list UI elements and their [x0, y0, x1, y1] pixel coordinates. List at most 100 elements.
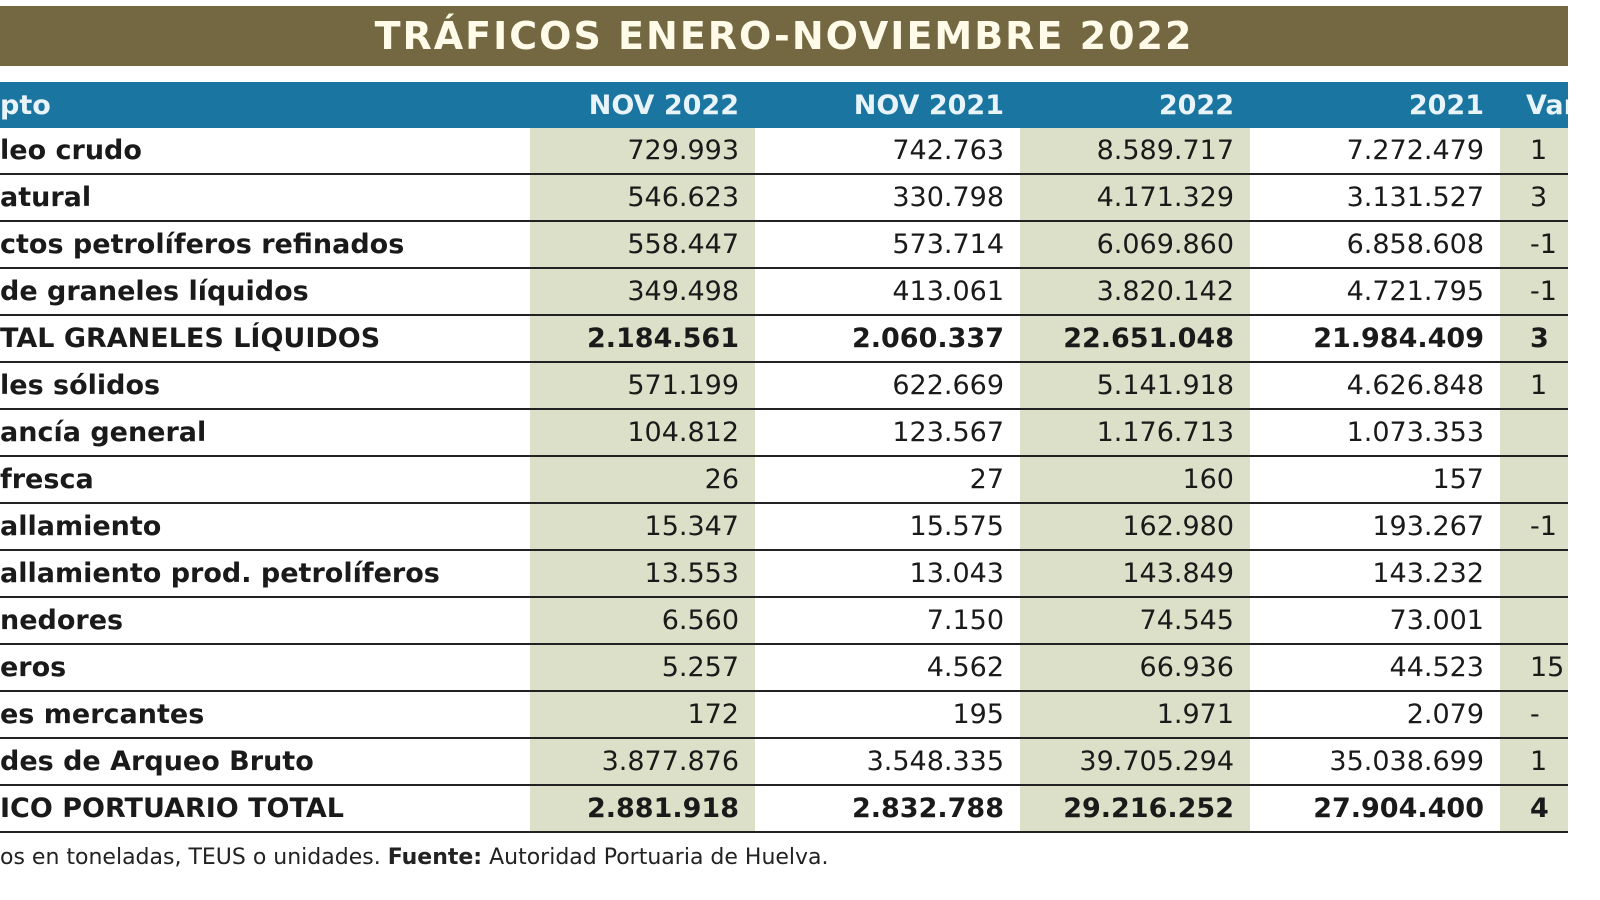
- cell-nov-2022: 2.881.918: [530, 785, 755, 833]
- table-row: de graneles líquidos 349.498 413.061 3.820.…: [0, 268, 1568, 316]
- cell-nov-2021: 13.043: [755, 550, 1020, 598]
- cell-year-2021: 143.232: [1250, 550, 1500, 598]
- table-row: es mercantes 172 195 1.971 2.079-: [0, 691, 1568, 739]
- cell-year-2022: 66.936: [1020, 644, 1250, 692]
- table-row: nedores 6.560 7.150 74.545 73.001: [0, 597, 1568, 645]
- cell-nov-2021: 195: [755, 691, 1020, 739]
- cell-year-2022: 39.705.294: [1020, 738, 1250, 786]
- cell-variation: 1: [1500, 128, 1568, 175]
- column-header-variation: Var: [1500, 82, 1568, 128]
- cell-nov-2021: 2.832.788: [755, 785, 1020, 833]
- cell-year-2021: 193.267: [1250, 503, 1500, 551]
- cell-nov-2022: 5.257: [530, 644, 755, 692]
- cell-variation: [1500, 409, 1568, 457]
- cell-year-2021: 7.272.479: [1250, 128, 1500, 175]
- row-label: allamiento: [0, 503, 530, 551]
- row-label: nedores: [0, 597, 530, 645]
- cell-year-2022: 5.141.918: [1020, 362, 1250, 410]
- cell-variation: -1: [1500, 221, 1568, 269]
- row-label: ctos petrolíferos refinados: [0, 221, 530, 269]
- cell-year-2021: 157: [1250, 456, 1500, 504]
- cell-nov-2021: 2.060.337: [755, 315, 1020, 363]
- column-header-nov-2021: NOV 2021: [755, 82, 1020, 128]
- source-name: Autoridad Portuaria de Huelva.: [482, 845, 829, 870]
- cell-nov-2022: 6.560: [530, 597, 755, 645]
- table-row: allamiento 15.347 15.575 162.980 193.267 -1: [0, 503, 1568, 551]
- cell-year-2021: 6.858.608: [1250, 221, 1500, 269]
- cell-nov-2022: 571.199: [530, 362, 755, 410]
- cell-year-2022: 6.069.860: [1020, 221, 1250, 269]
- row-label: atural: [0, 174, 530, 222]
- table-title: TRÁFICOS ENERO-NOVIEMBRE 2022: [0, 6, 1568, 66]
- cell-nov-2021: 742.763: [755, 128, 1020, 175]
- source-label: Fuente:: [387, 845, 483, 870]
- cell-year-2021: 1.073.353: [1250, 409, 1500, 457]
- row-label: TAL GRANELES LÍQUIDOS: [0, 315, 530, 363]
- column-header-concepto: pto: [0, 82, 530, 128]
- table-row: eros 5.257 4.562 66.936 44.523 15: [0, 644, 1568, 692]
- row-label: de graneles líquidos: [0, 268, 530, 316]
- cell-nov-2022: 729.993: [530, 128, 755, 175]
- cell-variation: 3: [1500, 174, 1568, 222]
- cell-nov-2021: 573.714: [755, 221, 1020, 269]
- table-row: TAL GRANELES LÍQUIDOS 2.184.561 2.060.337 2…: [0, 315, 1568, 363]
- cell-year-2021: 73.001: [1250, 597, 1500, 645]
- cell-nov-2022: 172: [530, 691, 755, 739]
- cell-year-2022: 162.980: [1020, 503, 1250, 551]
- cell-variation: [1500, 597, 1568, 645]
- row-label: eros: [0, 644, 530, 692]
- cell-year-2022: 160: [1020, 456, 1250, 504]
- table-row: des de Arqueo Bruto 3.877.876 3.548.335 39.…: [0, 738, 1568, 786]
- table-row: les sólidos 571.199 622.669 5.141.918 4.626.…: [0, 362, 1568, 410]
- cell-variation: [1500, 550, 1568, 598]
- table-row: fresca 26 27 160 157: [0, 456, 1568, 504]
- cell-year-2022: 22.651.048: [1020, 315, 1250, 363]
- cell-variation: -1: [1500, 503, 1568, 551]
- cell-nov-2021: 3.548.335: [755, 738, 1020, 786]
- cell-variation: [1500, 456, 1568, 504]
- units-note: os en toneladas, TEUS o unidades.: [0, 845, 388, 870]
- cell-year-2021: 4.721.795: [1250, 268, 1500, 316]
- row-label: leo crudo: [0, 128, 530, 175]
- cell-nov-2021: 27: [755, 456, 1020, 504]
- cell-nov-2022: 3.877.876: [530, 738, 755, 786]
- cell-nov-2021: 413.061: [755, 268, 1020, 316]
- cell-nov-2022: 349.498: [530, 268, 755, 316]
- table-row: ancía general 104.812 123.567 1.176.713 1.07…: [0, 409, 1568, 457]
- cell-year-2022: 74.545: [1020, 597, 1250, 645]
- table-row: ICO PORTUARIO TOTAL 2.881.918 2.832.788 29.…: [0, 785, 1568, 833]
- cell-nov-2022: 2.184.561: [530, 315, 755, 363]
- cell-year-2022: 29.216.252: [1020, 785, 1250, 833]
- cell-year-2021: 2.079: [1250, 691, 1500, 739]
- cell-year-2022: 4.171.329: [1020, 174, 1250, 222]
- cell-year-2021: 35.038.699: [1250, 738, 1500, 786]
- cell-year-2022: 1.176.713: [1020, 409, 1250, 457]
- row-label: es mercantes: [0, 691, 530, 739]
- row-label: allamiento prod. petrolíferos: [0, 550, 530, 598]
- table-row: allamiento prod. petrolíferos 13.553 13.04…: [0, 550, 1568, 598]
- cell-year-2022: 8.589.717: [1020, 128, 1250, 175]
- table-row: leo crudo 729.993 742.763 8.589.717 7.272.47…: [0, 128, 1568, 175]
- cell-nov-2021: 7.150: [755, 597, 1020, 645]
- row-label: ancía general: [0, 409, 530, 457]
- cell-nov-2022: 546.623: [530, 174, 755, 222]
- row-label: fresca: [0, 456, 530, 504]
- cell-year-2021: 3.131.527: [1250, 174, 1500, 222]
- row-label: des de Arqueo Bruto: [0, 738, 530, 786]
- column-header-nov-2022: NOV 2022: [530, 82, 755, 128]
- cell-nov-2021: 123.567: [755, 409, 1020, 457]
- cell-year-2021: 27.904.400: [1250, 785, 1500, 833]
- column-header-year-2021: 2021: [1250, 82, 1500, 128]
- cell-variation: 4: [1500, 785, 1568, 833]
- cell-nov-2021: 330.798: [755, 174, 1020, 222]
- cell-variation: 1: [1500, 738, 1568, 786]
- cell-nov-2021: 4.562: [755, 644, 1020, 692]
- cell-nov-2022: 26: [530, 456, 755, 504]
- cell-nov-2022: 15.347: [530, 503, 755, 551]
- cell-year-2021: 44.523: [1250, 644, 1500, 692]
- cell-variation: -1: [1500, 268, 1568, 316]
- cell-year-2021: 4.626.848: [1250, 362, 1500, 410]
- cell-variation: 15: [1500, 644, 1568, 692]
